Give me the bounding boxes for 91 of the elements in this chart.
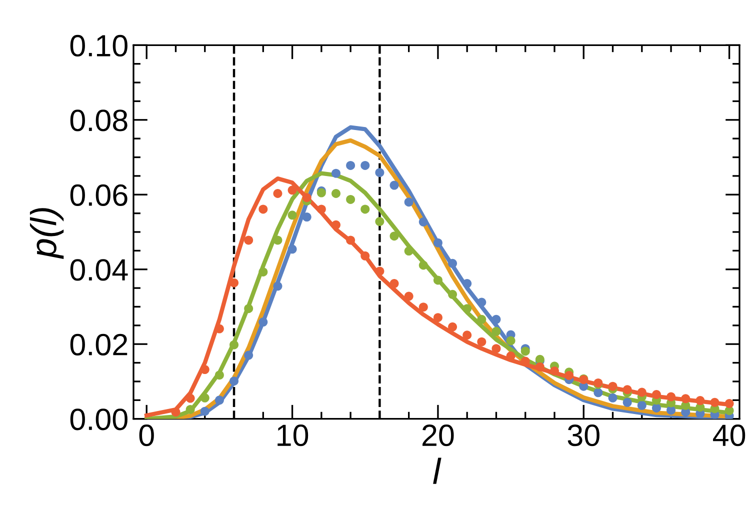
- point: [200, 393, 210, 402]
- point: [186, 404, 195, 414]
- point: [288, 210, 297, 220]
- point: [477, 337, 486, 346]
- point: [448, 322, 458, 332]
- point: [200, 406, 210, 416]
- point: [346, 236, 356, 245]
- point: [492, 344, 501, 354]
- point: [462, 330, 472, 340]
- point: [418, 217, 428, 226]
- point: [433, 276, 442, 285]
- point: [637, 400, 646, 410]
- point: [710, 398, 720, 407]
- x-axis-title: l: [433, 458, 442, 484]
- point: [331, 189, 340, 198]
- y-tick-label: 0.10: [70, 34, 128, 57]
- y-tick-label: 0.06: [70, 184, 128, 206]
- y-tick-label: 0.04: [70, 259, 128, 281]
- point: [230, 340, 239, 350]
- point: [360, 160, 370, 170]
- point: [622, 398, 632, 407]
- point: [418, 302, 428, 312]
- point: [724, 399, 734, 408]
- point: [390, 180, 399, 190]
- point: [331, 168, 340, 178]
- y-tick-label: 0.02: [70, 334, 128, 356]
- x-tick-label: 30: [568, 424, 600, 446]
- x-tick-label: 10: [278, 424, 308, 446]
- point: [375, 168, 384, 178]
- point: [404, 246, 414, 256]
- point: [477, 314, 486, 324]
- point: [230, 278, 239, 288]
- point: [244, 350, 254, 360]
- point: [288, 186, 297, 195]
- point: [273, 282, 282, 291]
- point: [375, 217, 384, 226]
- point: [681, 394, 690, 404]
- x-tick-label: 20: [422, 424, 454, 446]
- point: [404, 198, 414, 207]
- point: [492, 314, 501, 324]
- y-tick-label: 0.00: [70, 408, 128, 430]
- point: [462, 279, 472, 288]
- point: [594, 388, 603, 398]
- point: [535, 362, 544, 372]
- point: [230, 376, 239, 386]
- point: [390, 232, 399, 241]
- point: [302, 193, 312, 202]
- y-tick-label: 0.08: [70, 110, 128, 132]
- point: [346, 194, 356, 204]
- point: [214, 370, 224, 380]
- point: [666, 392, 676, 402]
- point: [520, 346, 530, 356]
- point: [404, 292, 414, 301]
- point: [244, 304, 254, 314]
- point: [346, 160, 356, 170]
- point: [477, 298, 486, 307]
- y-axis-title: p(l): [30, 208, 64, 259]
- point: [390, 279, 399, 288]
- point: [652, 390, 661, 400]
- point: [316, 204, 326, 214]
- point: [214, 396, 224, 405]
- point: [302, 212, 312, 222]
- point: [258, 267, 268, 276]
- point: [171, 408, 180, 417]
- point: [666, 406, 676, 415]
- point: [608, 393, 618, 402]
- point: [288, 244, 297, 254]
- point: [244, 236, 254, 245]
- point: [652, 403, 661, 412]
- point: [462, 304, 472, 314]
- point: [360, 251, 370, 260]
- point: [492, 326, 501, 336]
- point: [448, 290, 458, 299]
- point: [433, 238, 442, 248]
- x-tick-label: 40: [713, 424, 746, 446]
- point: [550, 366, 559, 376]
- point: [608, 382, 618, 391]
- point: [258, 204, 268, 214]
- point: [696, 396, 705, 406]
- point: [564, 370, 574, 380]
- point: [186, 394, 195, 403]
- point: [258, 318, 268, 327]
- point: [637, 388, 646, 397]
- point: [273, 189, 282, 198]
- point: [506, 336, 516, 346]
- point: [622, 385, 632, 394]
- point: [448, 258, 458, 268]
- x-tick-label: 0: [139, 424, 154, 446]
- point: [418, 260, 428, 270]
- point: [360, 204, 370, 214]
- point: [433, 313, 442, 322]
